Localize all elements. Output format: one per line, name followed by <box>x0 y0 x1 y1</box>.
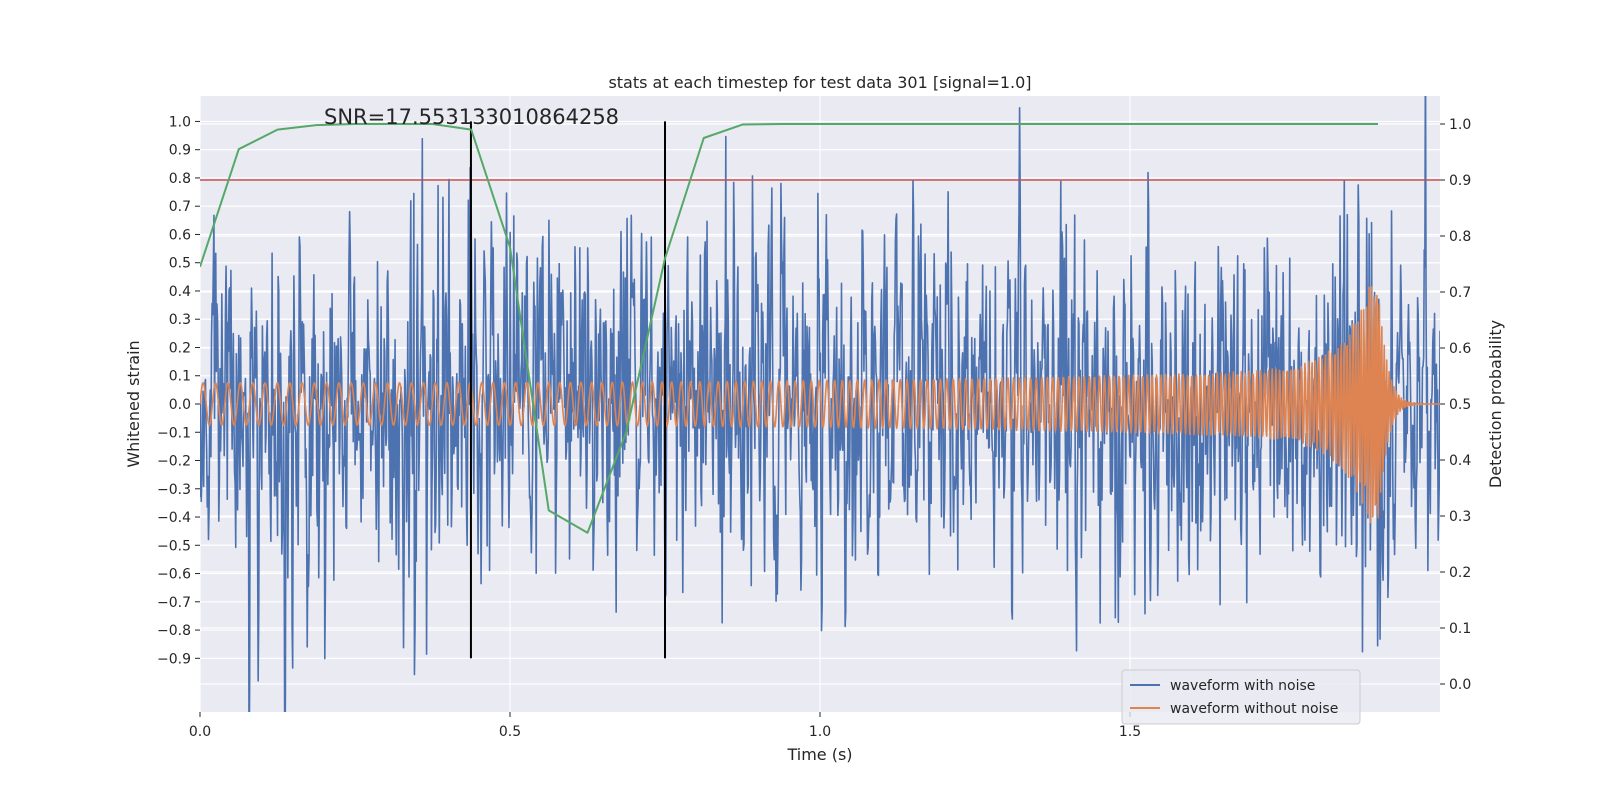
y-tick-label: 1.0 <box>169 114 191 130</box>
series-waveform-without-noise <box>200 286 1440 524</box>
y-tick-label: −0.1 <box>157 425 191 441</box>
y2-tick-label: 0.9 <box>1449 173 1471 189</box>
y2-tick-label: 0.6 <box>1449 341 1471 357</box>
legend-box <box>1121 669 1361 725</box>
y-tick-label: 0.4 <box>169 284 191 300</box>
y2-axis-label: Detection probability <box>1486 320 1505 488</box>
legend-label: waveform without noise <box>1170 701 1338 717</box>
left-axis-ticks: 1.0 0.9 0.8 0.7 0.6 0.5 0.4 0.3 0.2 0.1 0.0 −0.1 −0.… <box>157 114 200 667</box>
x-tick-label: 1.0 <box>809 724 831 740</box>
y2-tick-label: 0.5 <box>1449 397 1471 413</box>
y-tick-label: −0.2 <box>157 454 191 470</box>
y2-tick-label: 0.4 <box>1449 453 1471 469</box>
y-tick-label: 0.7 <box>169 199 191 215</box>
y-tick-label: 0.8 <box>169 171 191 187</box>
y2-tick-label: 0.2 <box>1449 565 1471 581</box>
data-layer <box>200 96 1440 712</box>
y-tick-label: −0.3 <box>157 482 191 498</box>
legend-label: waveform with noise <box>1170 678 1315 694</box>
x-tick-label: 0.0 <box>189 724 211 740</box>
legend: waveform with noise waveform without nois… <box>1121 669 1361 725</box>
y2-tick-label: 0.3 <box>1449 509 1471 525</box>
y2-tick-label: 1.0 <box>1449 117 1471 133</box>
y-tick-label: −0.6 <box>157 567 191 583</box>
y-tick-label: −0.9 <box>157 651 191 667</box>
snr-annotation: SNR=17.553133010864258 <box>324 105 619 129</box>
y-tick-label: 0.3 <box>169 312 191 328</box>
y-tick-label: 0.6 <box>169 227 191 243</box>
x-axis-label: Time (s) <box>786 745 852 764</box>
y-tick-label: −0.4 <box>157 510 191 526</box>
y-axis-label: Whitened strain <box>124 340 143 467</box>
y-tick-label: 0.1 <box>169 369 191 385</box>
y2-tick-label: 0.7 <box>1449 285 1471 301</box>
y-tick-label: 0.0 <box>169 397 191 413</box>
x-tick-label: 0.5 <box>499 724 521 740</box>
y2-tick-label: 0.8 <box>1449 229 1471 245</box>
x-tick-label: 1.5 <box>1119 724 1141 740</box>
y2-tick-label: 0.0 <box>1449 677 1471 693</box>
chart-title: stats at each timestep for test data 301… <box>608 73 1031 92</box>
series-waveform-with-noise <box>200 96 1440 712</box>
y2-tick-label: 0.1 <box>1449 621 1471 637</box>
y-tick-label: −0.7 <box>157 595 191 611</box>
y-tick-label: 0.2 <box>169 340 191 356</box>
y-tick-label: −0.8 <box>157 623 191 639</box>
y-tick-label: 0.5 <box>169 256 191 272</box>
right-axis-ticks: 1.0 0.9 0.8 0.7 0.6 0.5 0.4 0.3 0.2 0.1 0.0 <box>1440 117 1471 693</box>
series-detection-probability <box>200 123 1378 534</box>
y-tick-label: −0.5 <box>157 538 191 554</box>
y-tick-label: 0.9 <box>169 143 191 159</box>
